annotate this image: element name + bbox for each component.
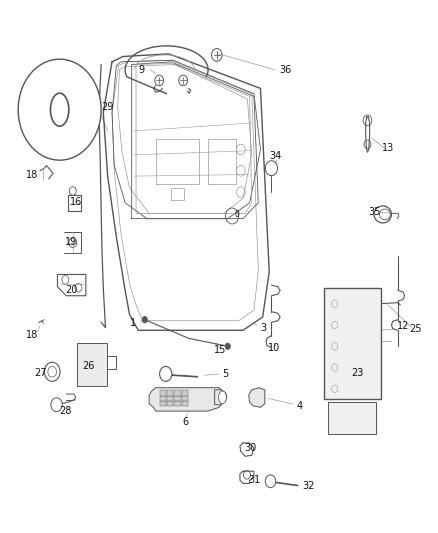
Text: 4: 4 — [296, 401, 302, 411]
Text: 31: 31 — [249, 475, 261, 485]
Text: 23: 23 — [352, 368, 364, 378]
Text: 19: 19 — [65, 237, 78, 247]
Text: 29: 29 — [101, 102, 113, 112]
Text: 35: 35 — [369, 207, 381, 217]
Circle shape — [18, 59, 101, 160]
FancyBboxPatch shape — [324, 288, 381, 399]
Polygon shape — [149, 387, 223, 411]
FancyBboxPatch shape — [182, 395, 188, 401]
FancyBboxPatch shape — [182, 401, 188, 406]
FancyBboxPatch shape — [182, 390, 188, 395]
FancyBboxPatch shape — [159, 401, 166, 406]
Text: 6: 6 — [182, 417, 188, 427]
Text: 10: 10 — [268, 343, 281, 353]
FancyBboxPatch shape — [159, 395, 166, 401]
Text: 28: 28 — [59, 406, 71, 416]
FancyBboxPatch shape — [159, 390, 166, 395]
FancyBboxPatch shape — [77, 343, 107, 386]
FancyBboxPatch shape — [174, 401, 180, 406]
Circle shape — [51, 398, 62, 411]
Ellipse shape — [219, 391, 226, 403]
Text: 9: 9 — [139, 65, 145, 75]
Text: 26: 26 — [83, 361, 95, 371]
Circle shape — [142, 317, 148, 323]
Circle shape — [265, 475, 276, 488]
FancyBboxPatch shape — [174, 390, 180, 395]
Text: 30: 30 — [245, 443, 257, 453]
FancyBboxPatch shape — [167, 395, 173, 401]
Text: 16: 16 — [70, 197, 82, 207]
Text: 5: 5 — [222, 369, 228, 379]
FancyBboxPatch shape — [174, 395, 180, 401]
Text: 15: 15 — [214, 345, 226, 356]
Text: 25: 25 — [410, 324, 422, 334]
Text: 32: 32 — [303, 481, 315, 490]
Text: 20: 20 — [66, 285, 78, 295]
Text: 18: 18 — [26, 329, 38, 340]
Text: 36: 36 — [279, 65, 292, 75]
Text: 1: 1 — [130, 318, 136, 328]
Text: 13: 13 — [382, 143, 395, 154]
FancyBboxPatch shape — [167, 401, 173, 406]
Text: 34: 34 — [270, 151, 282, 161]
Polygon shape — [249, 387, 265, 407]
Text: 18: 18 — [26, 169, 38, 180]
Text: 3: 3 — [260, 322, 266, 333]
Polygon shape — [215, 390, 227, 405]
FancyBboxPatch shape — [328, 402, 376, 434]
Circle shape — [44, 362, 60, 381]
Circle shape — [225, 343, 230, 350]
Text: 27: 27 — [35, 368, 47, 378]
Circle shape — [159, 367, 172, 381]
Text: 12: 12 — [397, 321, 409, 331]
Text: 0: 0 — [234, 210, 239, 219]
FancyBboxPatch shape — [167, 390, 173, 395]
